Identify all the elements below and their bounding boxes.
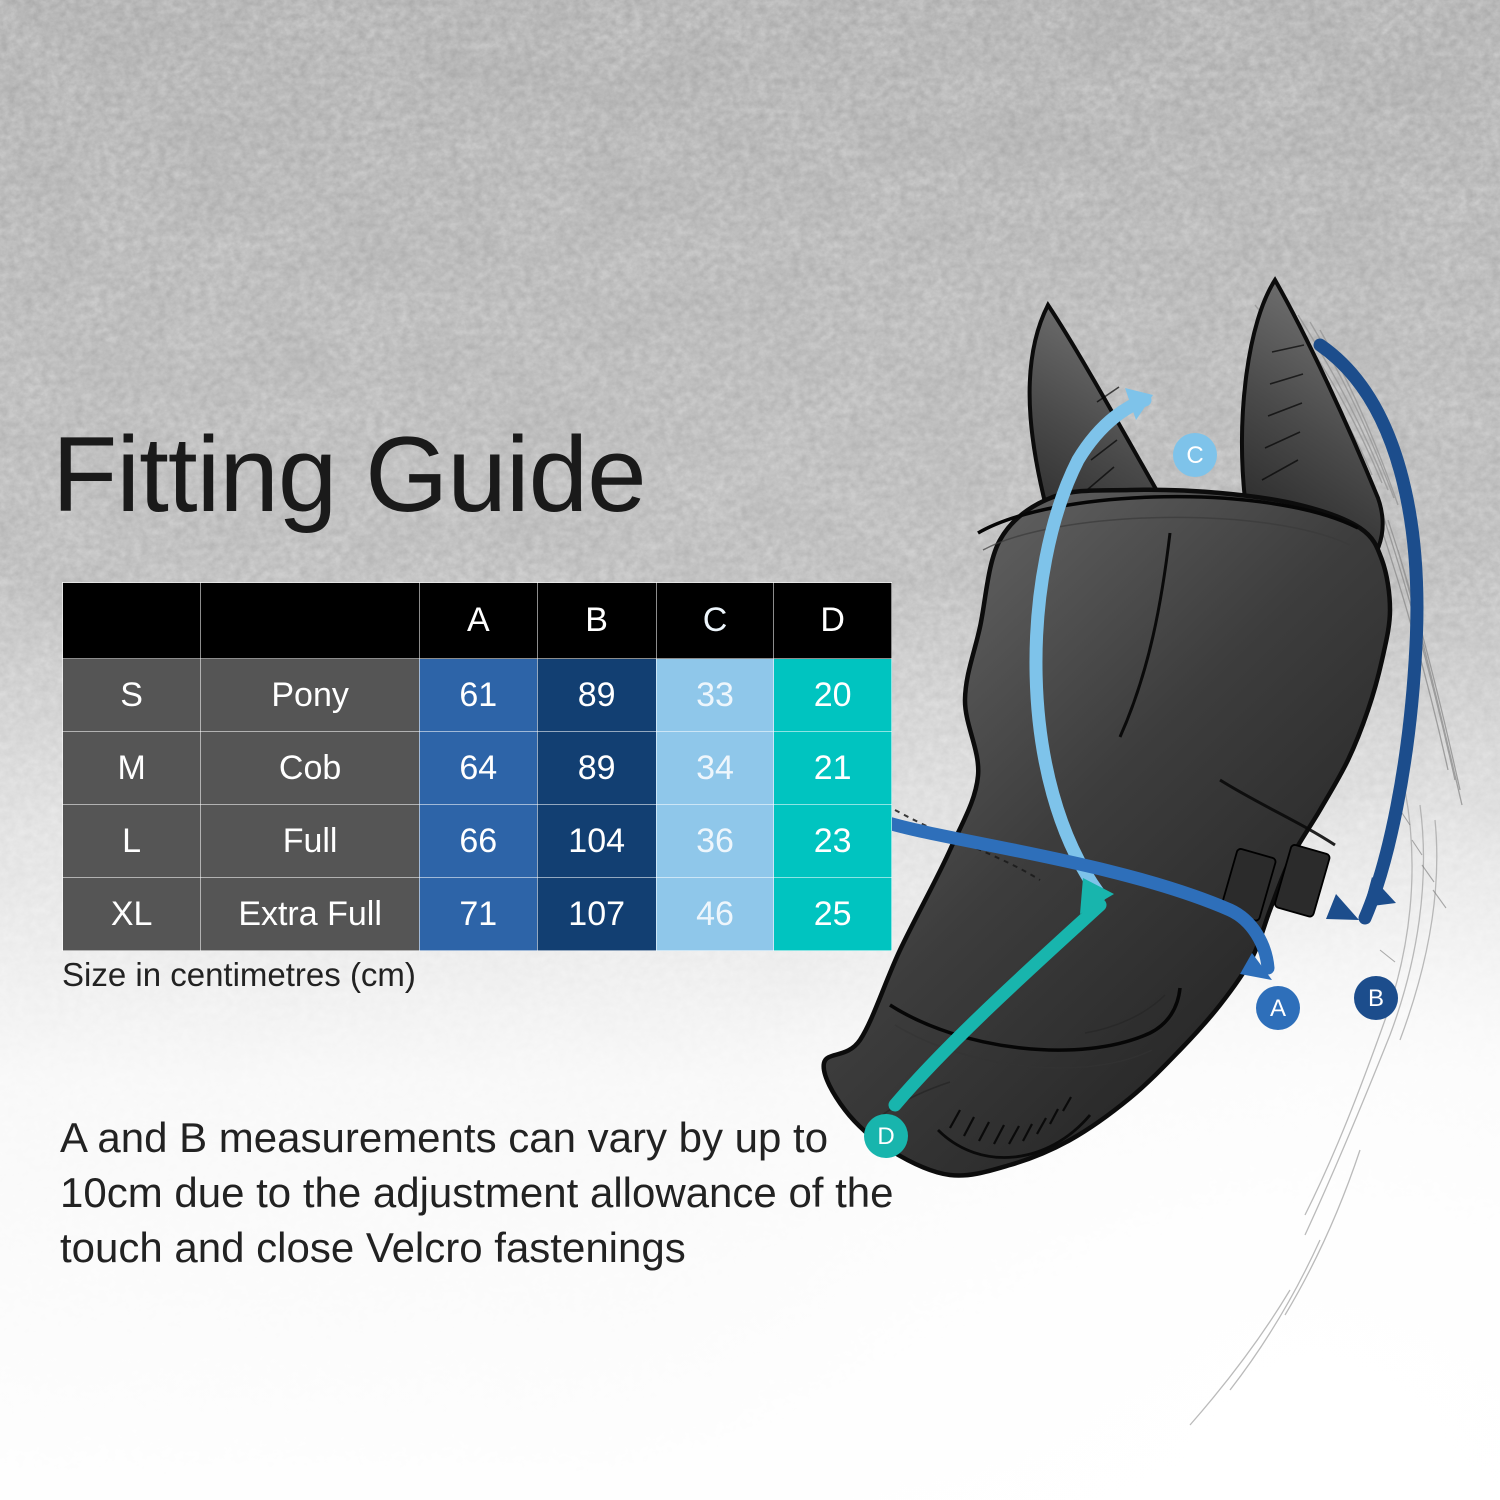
svg-text:A: A bbox=[1270, 995, 1286, 1022]
svg-text:B: B bbox=[1368, 985, 1384, 1012]
svg-text:C: C bbox=[1186, 442, 1203, 469]
